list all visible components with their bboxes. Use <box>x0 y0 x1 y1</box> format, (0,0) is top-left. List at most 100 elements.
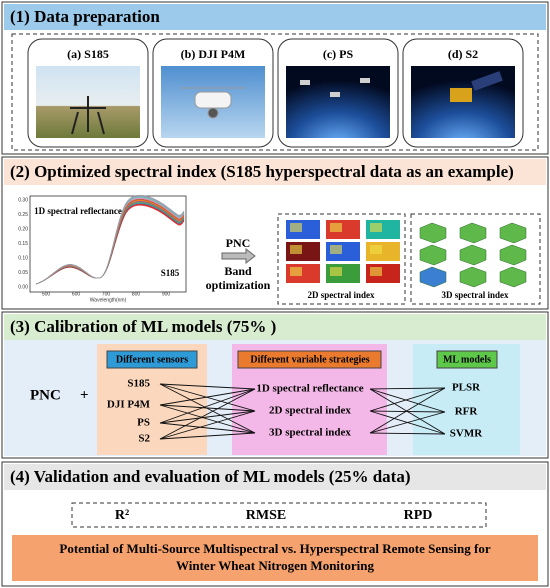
link <box>159 388 256 440</box>
section-title: (4) Validation and evaluation of ML mode… <box>10 467 411 486</box>
link <box>159 383 256 390</box>
dashed-frame <box>11 33 539 151</box>
link <box>159 410 256 440</box>
satellite-icon <box>300 78 370 97</box>
heatmap-spot <box>370 223 382 232</box>
group-item: 1D spectral reflectance <box>256 383 363 395</box>
group-item: S185 <box>127 378 150 390</box>
group-item: 2D spectral index <box>269 405 351 417</box>
plot-label: S185 <box>161 268 180 278</box>
section-title: (2) Optimized spectral index (S185 hyper… <box>10 162 514 181</box>
panels: (a) S185 (b) DJI P4M (c) PS (d) S2 <box>27 38 524 148</box>
plus-sign: + <box>80 387 89 403</box>
link <box>369 387 446 390</box>
arrow-label: Band <box>224 264 252 278</box>
cube <box>419 222 447 244</box>
heatmap-spot <box>330 245 342 254</box>
calibration-network: Different sensors Different variable stra… <box>107 354 491 444</box>
heatmap-spot <box>290 245 302 254</box>
y-tick-label: 0.20 <box>18 226 28 232</box>
dashed-box <box>410 213 541 305</box>
spectrum-line <box>35 194 185 285</box>
group-item: S2 <box>138 433 150 445</box>
group-header <box>237 350 382 369</box>
group-item: DJI P4M <box>107 399 151 411</box>
panel-label: (c) PS <box>323 47 354 61</box>
link <box>159 388 256 424</box>
drone-icon <box>70 96 106 135</box>
heatmaps <box>286 220 527 288</box>
heatmap-spot <box>330 223 342 232</box>
group-item: 3D spectral index <box>269 427 351 439</box>
section-title: (1) Data preparation <box>10 7 160 26</box>
panel-label: (b) DJI P4M <box>181 47 246 61</box>
heatmap-spot <box>290 267 302 276</box>
link <box>369 410 446 413</box>
group-header <box>106 350 198 369</box>
group-header <box>436 350 498 369</box>
heatmap-spot <box>370 267 382 276</box>
x-tick-label: 800 <box>132 291 141 297</box>
heatmap-spot <box>290 223 302 232</box>
link <box>159 404 256 412</box>
link <box>159 404 256 434</box>
dashed-box <box>277 213 406 305</box>
y-tick-label: 0.00 <box>18 284 28 290</box>
metric: RPD <box>404 508 433 523</box>
group-title: Different variable strategies <box>250 354 369 365</box>
link <box>159 383 256 412</box>
group-title: Different sensors <box>116 354 188 365</box>
group-item: SVMR <box>450 428 483 440</box>
spectral-plot: 1D spectral reflectance S185 Wavelength(… <box>18 194 187 303</box>
panel-label: (d) S2 <box>448 47 478 61</box>
arrow-label: optimization <box>206 278 271 292</box>
y-tick-label: 0.10 <box>18 255 28 261</box>
conclusion: Potential of Multi-Source Multispectral … <box>59 541 490 556</box>
link <box>159 410 256 424</box>
x-tick-label: 700 <box>102 291 111 297</box>
y-tick-label: 0.30 <box>18 197 28 203</box>
satellite-icon <box>450 71 503 102</box>
drone-icon <box>180 87 246 119</box>
arrow <box>221 247 256 265</box>
cube <box>459 244 487 266</box>
x-tick-label: 900 <box>162 291 171 297</box>
cube <box>419 266 447 288</box>
link <box>369 387 446 412</box>
x-axis-label: Wavelength(nm) <box>90 297 127 303</box>
metric: R² <box>115 508 129 523</box>
cube <box>499 244 527 266</box>
link <box>159 383 256 434</box>
target-label: PNC <box>30 387 61 403</box>
cube <box>499 266 527 288</box>
box-label: 2D spectral index <box>308 290 375 300</box>
arrow-label: PNC <box>226 236 251 250</box>
section-header <box>4 159 546 185</box>
y-tick-label: 0.05 <box>18 270 28 276</box>
group-item: PS <box>137 417 150 429</box>
y-tick-label: 0.25 <box>18 212 28 218</box>
cube <box>459 266 487 288</box>
heatmap-spot <box>370 245 382 254</box>
link <box>369 388 446 413</box>
cube <box>459 222 487 244</box>
section-title: (3) Calibration of ML models (75% ) <box>10 317 276 336</box>
x-tick-label: 500 <box>42 291 51 297</box>
cube <box>419 244 447 266</box>
link <box>159 432 256 440</box>
link <box>369 411 446 434</box>
link <box>159 388 256 406</box>
heatmap-spot <box>330 267 342 276</box>
metric: RMSE <box>246 508 286 523</box>
cube <box>499 222 527 244</box>
y-tick-label: 0.15 <box>18 241 28 247</box>
image-ps <box>286 66 390 138</box>
section-header <box>4 464 546 490</box>
box-label: 3D spectral index <box>442 290 509 300</box>
x-tick-label: 600 <box>72 291 81 297</box>
conclusion: Winter Wheat Nitrogen Monitoring <box>176 558 375 573</box>
group-item: PLSR <box>452 382 481 394</box>
link <box>159 422 256 434</box>
metrics-box <box>71 502 487 528</box>
